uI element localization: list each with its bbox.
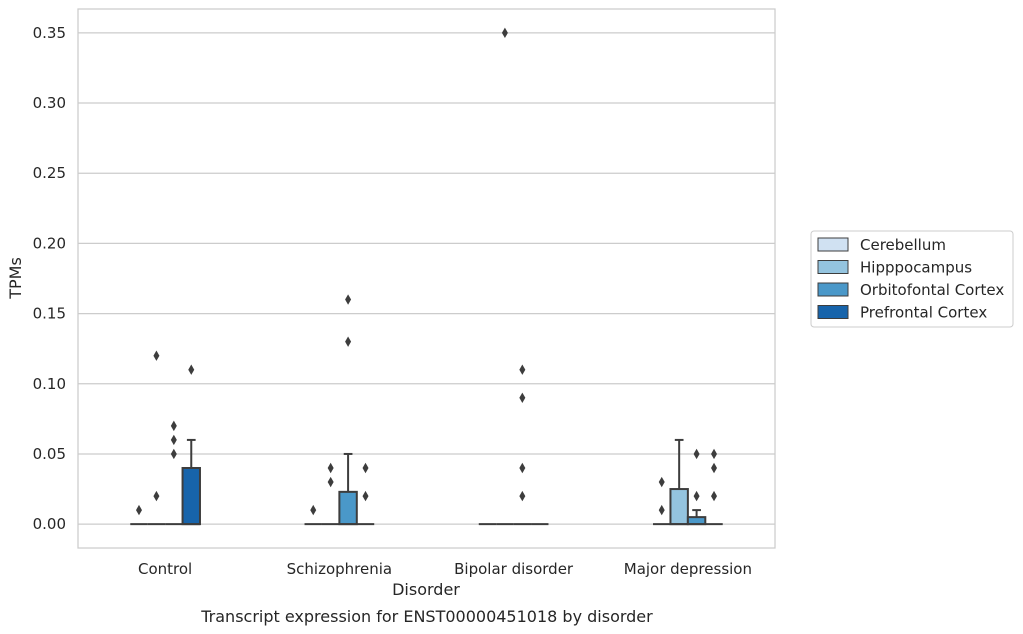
box-group — [705, 448, 723, 526]
outlier-point — [135, 504, 142, 516]
outlier-point — [170, 448, 177, 460]
figure-caption: Transcript expression for ENST0000045101… — [200, 607, 653, 626]
outlier-point — [362, 490, 369, 502]
box-group — [686, 448, 707, 526]
legend-label: Hipppocampus — [860, 259, 972, 277]
box-group — [669, 438, 689, 526]
y-tick-label: 0.35 — [33, 24, 66, 42]
box-group — [321, 462, 340, 526]
y-tick-label: 0.30 — [33, 94, 66, 112]
y-tick-label: 0.05 — [33, 445, 66, 463]
legend-frame — [810, 230, 1014, 328]
box-group — [130, 504, 148, 526]
y-gridlines — [78, 32, 775, 525]
outlier-point — [310, 504, 317, 516]
box-group — [304, 504, 322, 526]
box — [181, 466, 201, 526]
outlier-point — [345, 294, 352, 305]
box-group — [513, 364, 532, 526]
box-group — [338, 294, 358, 526]
x-tick-label: Control — [138, 560, 192, 578]
outlier-point — [170, 420, 177, 432]
y-tick-label: 0.00 — [33, 515, 66, 533]
y-axis-label: TPMs — [6, 257, 25, 300]
legend-label: Orbitofontal Cortex — [860, 281, 1004, 299]
x-tick-label: Schizophrenia — [287, 560, 392, 578]
outlier-point — [519, 490, 526, 502]
legend: Cerebellum Hipppocampus Orbitofontal Corte… — [810, 230, 1014, 328]
box-group — [653, 476, 671, 526]
y-tick-label: 0.25 — [33, 164, 66, 182]
outlier-point — [170, 434, 177, 446]
outlier-point — [711, 448, 718, 460]
legend-swatch — [817, 237, 849, 252]
legend-swatch — [817, 282, 849, 297]
box — [669, 488, 689, 526]
outlier-point — [658, 476, 665, 488]
box — [686, 516, 707, 526]
box — [338, 490, 358, 526]
outlier-point — [362, 462, 369, 474]
x-tick-labels: Control Schizophrenia Bipolar disorder Majo… — [138, 560, 752, 578]
y-tick-label: 0.10 — [33, 375, 66, 393]
box-plots — [130, 27, 723, 526]
legend-swatch — [817, 260, 849, 274]
outlier-point — [658, 504, 665, 516]
outlier-point — [153, 350, 160, 361]
y-tick-label: 0.15 — [33, 305, 66, 323]
y-tick-label: 0.20 — [33, 234, 66, 252]
box-group — [496, 27, 514, 526]
legend-label: Cerebellum — [860, 236, 946, 254]
box-group — [181, 364, 201, 526]
legend-swatch — [817, 305, 849, 319]
outlier-point — [501, 27, 508, 39]
x-tick-label: Bipolar disorder — [454, 560, 574, 578]
legend-label: Prefrontal Cortex — [860, 304, 987, 322]
outlier-point — [519, 462, 526, 474]
outlier-point — [711, 490, 718, 502]
outlier-point — [327, 462, 334, 474]
outlier-point — [519, 392, 526, 404]
outlier-point — [327, 476, 334, 488]
box-group — [165, 420, 183, 526]
outlier-point — [345, 336, 352, 347]
outlier-point — [711, 462, 718, 474]
plot-area-frame — [77, 8, 776, 549]
x-tick-label: Major depression — [624, 560, 752, 578]
outlier-point — [693, 448, 700, 460]
outlier-point — [519, 364, 526, 375]
box-group — [147, 350, 166, 526]
outlier-point — [153, 490, 160, 502]
y-tick-labels: 0.00 0.05 0.10 0.15 0.20 0.25 0.30 0.35 — [33, 24, 66, 533]
outlier-point — [188, 364, 195, 375]
box-group — [356, 462, 375, 526]
x-axis-label: Disorder — [392, 580, 460, 599]
outlier-point — [693, 490, 700, 502]
